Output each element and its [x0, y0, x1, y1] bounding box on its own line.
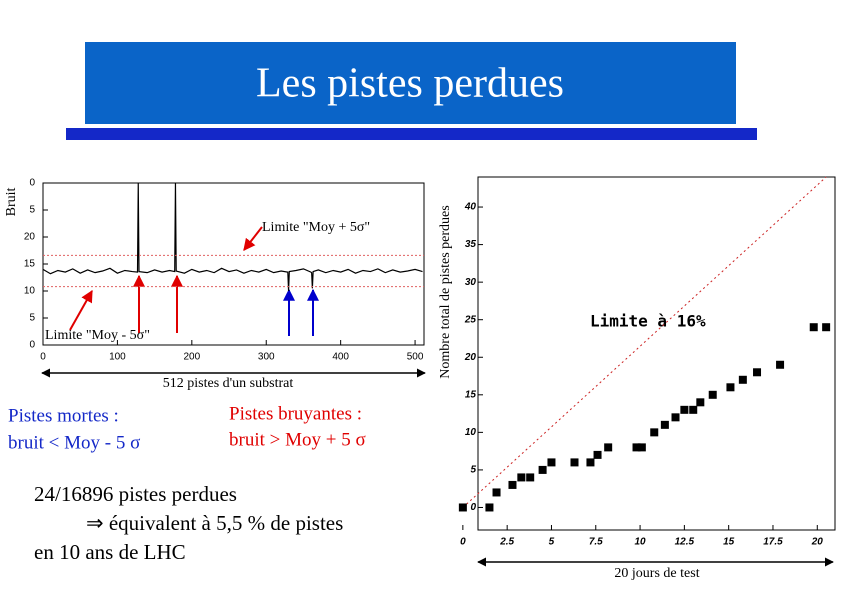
data-point — [517, 473, 526, 482]
x-tick-label: 10 — [635, 537, 647, 548]
data-point — [593, 450, 602, 459]
x-axis-label: 20 jours de test — [614, 566, 699, 581]
y-tick-label: 10 — [465, 427, 477, 438]
slide-title: Les pistes perdues — [256, 61, 564, 107]
x-tick-label: 400 — [332, 352, 349, 363]
y-axis-label: Bruit — [4, 188, 19, 217]
data-point — [458, 503, 467, 512]
data-point — [526, 473, 535, 482]
data-point — [776, 360, 785, 369]
arrow — [243, 226, 263, 251]
y-tick-label: 0 — [470, 502, 476, 513]
x-tick-label: 2.5 — [499, 537, 514, 548]
y-tick-label: 15 — [465, 389, 477, 400]
data-point — [650, 428, 659, 437]
summary-line: 24/16896 pistes perdues — [34, 482, 237, 506]
y-tick-label: 5 — [29, 313, 35, 324]
data-point — [547, 458, 556, 467]
x-tick-label: 15 — [723, 537, 735, 548]
data-point — [570, 458, 579, 467]
y-tick-label: 25 — [464, 314, 477, 325]
annotation: Limite à 16% — [590, 312, 706, 331]
y-tick-label: 5 — [470, 465, 476, 476]
data-point — [637, 443, 646, 452]
x-tick-label: 200 — [183, 352, 200, 363]
y-axis-label: Nombre total de pistes perdues — [438, 205, 453, 378]
arrow — [69, 289, 93, 331]
data-point — [492, 488, 501, 497]
data-point — [680, 405, 689, 414]
x-tick-label: 5 — [549, 537, 555, 548]
reference-line — [462, 176, 827, 508]
data-point — [738, 375, 747, 384]
data-point — [538, 465, 547, 474]
x-axis-label: 512 pistes d'un substrat — [163, 376, 294, 391]
data-point — [689, 405, 698, 414]
x-tick-label: 100 — [109, 352, 126, 363]
data-point — [604, 443, 613, 452]
data-point — [632, 443, 641, 452]
y-tick-label: 5 — [29, 205, 35, 216]
title-banner — [85, 42, 736, 124]
x-tick-label: 7.5 — [589, 537, 603, 548]
data-point — [708, 390, 717, 399]
data-point — [485, 503, 494, 512]
y-tick-label: 40 — [464, 202, 477, 213]
plot-frame — [477, 176, 836, 531]
data-point — [809, 323, 818, 332]
x-tick-label: 0 — [460, 537, 466, 548]
data-point — [696, 398, 705, 407]
dead-rule: bruit < Moy - 5 σ — [8, 432, 140, 453]
data-point — [508, 480, 517, 489]
title-rule — [66, 128, 757, 140]
data-point — [660, 420, 669, 429]
noisy-rule: bruit > Moy + 5 σ — [229, 429, 366, 450]
summary-line: en 10 ans de LHC — [34, 540, 186, 564]
y-tick-label: 0 — [29, 178, 35, 189]
data-point — [822, 323, 831, 332]
y-tick-label: 10 — [24, 286, 36, 297]
y-tick-label: 0 — [29, 340, 35, 351]
data-point — [586, 458, 595, 467]
y-tick-label: 30 — [465, 277, 477, 288]
x-tick-label: 20 — [811, 537, 824, 548]
data-point — [671, 413, 680, 422]
data-line — [42, 182, 423, 292]
data-point — [753, 368, 762, 377]
x-tick-label: 0 — [40, 352, 46, 363]
annotation: Limite "Moy + 5σ" — [262, 220, 370, 235]
x-tick-label: 17.5 — [763, 537, 783, 548]
data-point — [726, 383, 735, 392]
y-tick-label: 35 — [465, 239, 477, 250]
x-tick-label: 12.5 — [675, 537, 695, 548]
dead-title: Pistes mortes : — [8, 405, 119, 426]
y-tick-label: 15 — [24, 259, 36, 270]
y-tick-label: 20 — [24, 232, 36, 243]
annotation: Limite "Moy - 5σ" — [45, 328, 150, 343]
summary-line: ⇒ équivalent à 5,5 % de pistes — [86, 511, 343, 535]
x-tick-label: 300 — [258, 352, 275, 363]
x-tick-label: 500 — [407, 352, 424, 363]
plot-frame — [42, 182, 425, 346]
y-tick-label: 20 — [464, 352, 477, 363]
noisy-title: Pistes bruyantes : — [229, 403, 362, 424]
